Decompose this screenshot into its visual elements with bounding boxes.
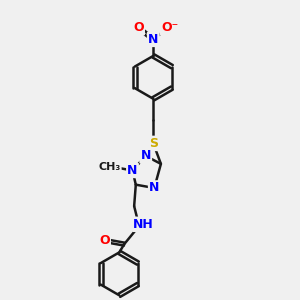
Text: O: O xyxy=(133,21,144,34)
Text: O: O xyxy=(99,234,110,247)
Text: N: N xyxy=(148,33,158,46)
Text: N: N xyxy=(140,149,151,162)
Text: N: N xyxy=(127,164,138,177)
Text: NH: NH xyxy=(134,218,154,231)
Text: S: S xyxy=(149,137,158,150)
Text: N: N xyxy=(149,182,160,194)
Text: CH₃: CH₃ xyxy=(98,162,121,172)
Text: O⁻: O⁻ xyxy=(161,21,178,34)
